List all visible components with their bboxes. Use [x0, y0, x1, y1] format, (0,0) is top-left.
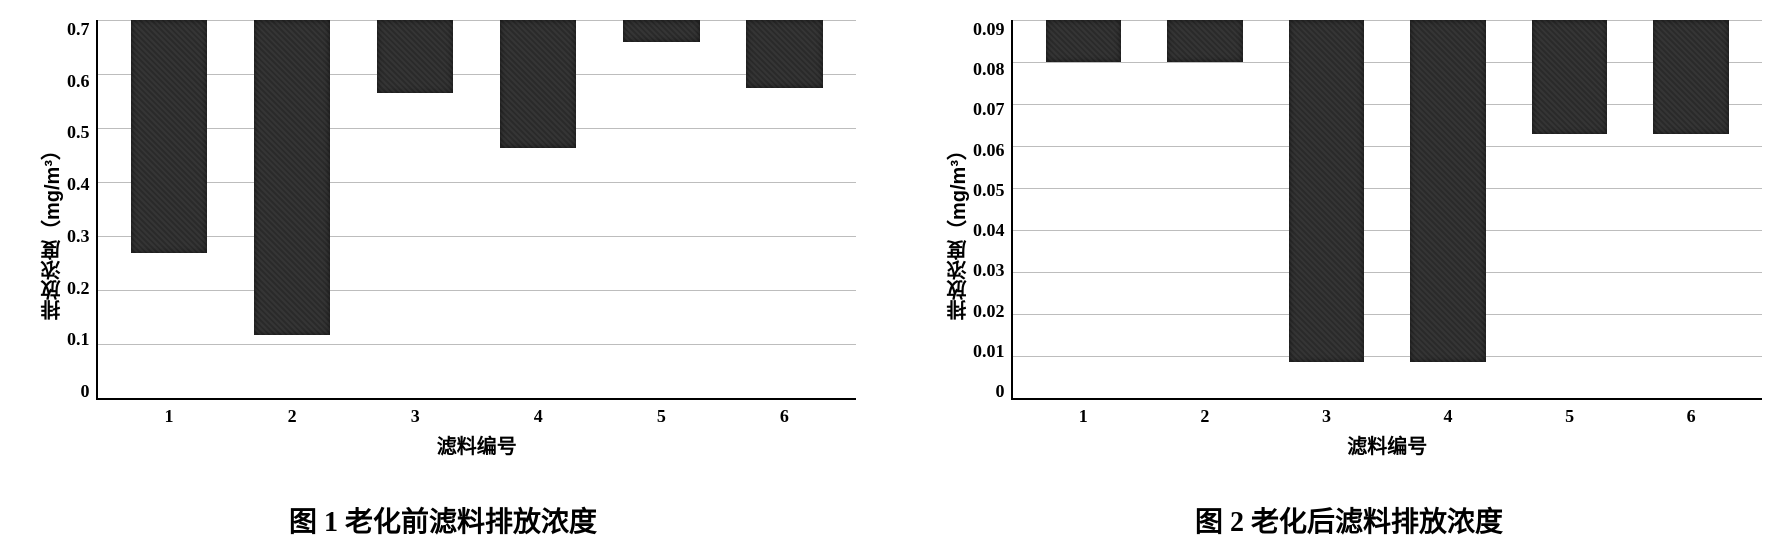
- y-tick-label: 0: [81, 382, 90, 400]
- chart-2-plot: 123456 滤料编号: [1011, 20, 1763, 400]
- bar-slot: [1023, 20, 1145, 400]
- y-tick-label: 0.4: [67, 175, 90, 193]
- y-tick-label: 0.2: [67, 279, 90, 297]
- chart-2-bars: [1013, 20, 1763, 400]
- y-tick-label: 0.04: [973, 221, 1005, 239]
- x-tick-label: 4: [1387, 406, 1509, 427]
- bar-slot: [723, 20, 846, 400]
- chart-1-x-labels: 123456: [98, 400, 857, 427]
- y-tick-label: 0.06: [973, 141, 1005, 159]
- x-tick-label: 1: [1023, 406, 1145, 427]
- chart-1-bars: [98, 20, 857, 400]
- y-tick-label: 0.07: [973, 100, 1005, 118]
- chart-1-x-axis-title: 滤料编号: [98, 430, 857, 459]
- bar: [254, 20, 330, 335]
- y-tick-label: 0.02: [973, 302, 1005, 320]
- chart-1-y-ticks: 0.7 0.6 0.5 0.4 0.3 0.2 0.1 0: [67, 20, 96, 440]
- x-tick-label: 1: [108, 406, 231, 427]
- chart-1-y-axis-label: 排放浓度（mg/m³）: [30, 140, 67, 320]
- x-tick-label: 2: [1144, 406, 1266, 427]
- x-tick-label: 3: [354, 406, 477, 427]
- chart-2-x-axis-title: 滤料编号: [1013, 430, 1763, 459]
- bar-slot: [1630, 20, 1752, 400]
- bar-slot: [108, 20, 231, 400]
- bar-slot: [600, 20, 723, 400]
- y-tick-label: 0.6: [67, 72, 90, 90]
- y-tick-label: 0: [996, 382, 1005, 400]
- y-tick-label: 0.5: [67, 123, 90, 141]
- bar-slot: [477, 20, 600, 400]
- chart-1-area: 排放浓度（mg/m³） 0.7 0.6 0.5 0.4 0.3 0.2 0.1 0 12345…: [30, 20, 856, 440]
- y-tick-label: 0.01: [973, 342, 1005, 360]
- chart-2-area: 排放浓度（mg/m³） 0.09 0.08 0.07 0.06 0.05 0.04 0.03…: [936, 20, 1762, 440]
- x-tick-label: 6: [1630, 406, 1752, 427]
- bar: [1289, 20, 1364, 362]
- y-tick-label: 0.1: [67, 330, 90, 348]
- bar-slot: [354, 20, 477, 400]
- bar: [623, 20, 699, 42]
- y-tick-label: 0.09: [973, 20, 1005, 38]
- bar: [1410, 20, 1485, 362]
- bar-slot: [231, 20, 354, 400]
- y-tick-label: 0.08: [973, 60, 1005, 78]
- y-tick-label: 0.03: [973, 261, 1005, 279]
- x-tick-label: 6: [723, 406, 846, 427]
- charts-row: 排放浓度（mg/m³） 0.70.60.50.40.30.20.10 12345…: [30, 20, 1762, 540]
- chart-2-y-ticks: 0.09 0.08 0.07 0.06 0.05 0.04 0.03 0.02 0.01 0: [973, 20, 1011, 440]
- bar: [131, 20, 207, 253]
- chart-2-y-axis-label: 排放浓度（mg/m³）: [936, 140, 973, 320]
- bar: [377, 20, 453, 93]
- bar-slot: [1266, 20, 1388, 400]
- y-tick-label: 0.3: [67, 227, 90, 245]
- x-tick-label: 5: [600, 406, 723, 427]
- bar: [1653, 20, 1728, 134]
- bar: [1532, 20, 1607, 134]
- bar: [746, 20, 822, 88]
- bar-slot: [1509, 20, 1631, 400]
- chart-2-container: 排放浓度（mg/m³） 0.09 0.08 0.07 0.06 0.05 0.04 0.03…: [936, 20, 1762, 540]
- chart-2-caption: 图 2 老化后滤料排放浓度: [1195, 500, 1503, 540]
- bar: [500, 20, 576, 148]
- x-tick-label: 3: [1266, 406, 1388, 427]
- bar-slot: [1144, 20, 1266, 400]
- bar: [1046, 20, 1121, 62]
- bar: [1167, 20, 1242, 62]
- chart-1-caption: 图 1 老化前滤料排放浓度: [289, 500, 597, 540]
- x-tick-label: 5: [1509, 406, 1631, 427]
- y-tick-label: 0.05: [973, 181, 1005, 199]
- y-tick-label: 0.7: [67, 20, 90, 38]
- x-tick-label: 2: [231, 406, 354, 427]
- chart-1-container: 排放浓度（mg/m³） 0.7 0.6 0.5 0.4 0.3 0.2 0.1 0 12345…: [30, 20, 856, 540]
- x-tick-label: 4: [477, 406, 600, 427]
- bar-slot: [1387, 20, 1509, 400]
- chart-1-plot: 123456 滤料编号: [96, 20, 857, 400]
- chart-2-x-labels: 123456: [1013, 400, 1763, 427]
